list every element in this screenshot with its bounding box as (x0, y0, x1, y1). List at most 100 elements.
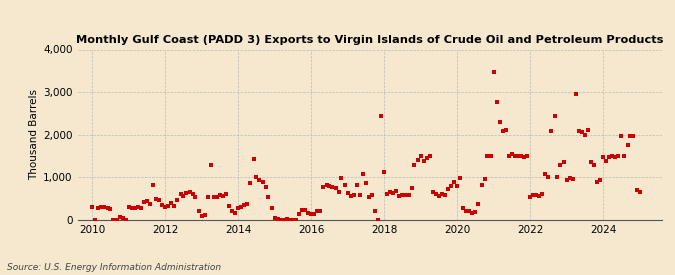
Point (190, 195, 201, 200)
Point (385, 190, 396, 194)
Point (217, 194, 228, 198)
Point (458, 206, 468, 211)
Point (132, 205, 143, 209)
Point (315, 209, 326, 214)
Point (367, 193, 377, 197)
Point (288, 218, 298, 222)
Point (342, 191, 353, 195)
Point (467, 211, 478, 215)
Point (491, 100, 502, 104)
Point (181, 191, 192, 195)
Point (552, 174, 563, 179)
Point (163, 203, 173, 208)
Point (461, 209, 472, 214)
Point (212, 195, 223, 199)
Point (242, 202, 252, 206)
Point (573, 129, 584, 134)
Point (616, 134, 627, 138)
Point (321, 183, 332, 187)
Point (634, 190, 645, 194)
Point (336, 176, 347, 180)
Point (439, 193, 450, 197)
Point (579, 133, 590, 137)
Point (223, 204, 234, 208)
Point (568, 177, 578, 181)
Point (513, 154, 524, 159)
Point (531, 193, 542, 197)
Point (157, 203, 167, 207)
Point (373, 218, 383, 222)
Point (589, 162, 599, 167)
Point (415, 154, 426, 158)
Point (607, 154, 618, 158)
Point (126, 205, 137, 210)
Point (516, 154, 526, 158)
Point (564, 176, 575, 180)
Point (166, 200, 177, 205)
Point (403, 193, 414, 197)
Point (628, 134, 639, 139)
Point (558, 160, 569, 164)
Point (333, 190, 344, 194)
Point (412, 158, 423, 163)
Point (308, 212, 319, 217)
Point (591, 179, 602, 184)
Point (506, 152, 517, 156)
Point (300, 208, 310, 212)
Point (260, 185, 271, 189)
Point (187, 192, 198, 197)
Point (479, 177, 490, 181)
Point (178, 194, 189, 198)
Point (543, 175, 554, 180)
Point (604, 155, 615, 160)
Point (455, 176, 466, 180)
Point (622, 143, 633, 147)
Point (278, 218, 289, 222)
Point (379, 170, 389, 174)
Point (169, 204, 180, 208)
Point (528, 193, 539, 197)
Point (142, 199, 153, 203)
Point (345, 194, 356, 198)
Point (90, 218, 101, 222)
Point (251, 175, 262, 180)
Point (421, 156, 432, 160)
Point (595, 177, 605, 182)
Point (108, 218, 119, 222)
Point (394, 194, 405, 198)
Point (184, 190, 195, 194)
Point (613, 153, 624, 158)
Point (254, 177, 265, 182)
Point (348, 193, 359, 197)
Point (239, 203, 250, 207)
Point (233, 206, 244, 210)
Point (427, 190, 438, 194)
Point (452, 184, 462, 188)
Point (464, 209, 475, 213)
Point (303, 211, 314, 215)
Point (306, 212, 317, 217)
Y-axis label: Thousand Barrels: Thousand Barrels (29, 89, 39, 180)
Point (93, 206, 104, 210)
Point (245, 181, 256, 185)
Point (275, 218, 286, 222)
Point (524, 195, 535, 200)
Point (470, 210, 481, 214)
Point (358, 172, 369, 177)
Point (96, 205, 107, 209)
Point (296, 208, 307, 212)
Point (504, 154, 514, 159)
Point (437, 192, 448, 196)
Point (583, 128, 593, 133)
Point (518, 155, 529, 160)
Point (263, 195, 274, 200)
Point (196, 213, 207, 218)
Point (485, 153, 496, 158)
Point (105, 207, 116, 211)
Point (391, 189, 402, 193)
Point (230, 211, 241, 215)
Point (312, 209, 323, 214)
Point (433, 194, 444, 198)
Point (136, 206, 146, 210)
Point (151, 197, 161, 201)
